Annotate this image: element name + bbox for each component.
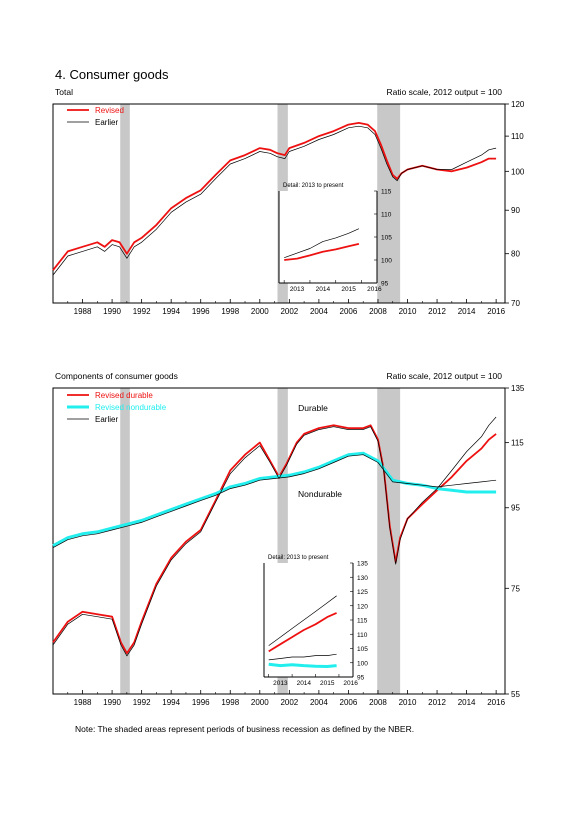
inset-x-tick-label: 2014 (297, 680, 312, 687)
y-tick-label: 115 (511, 439, 524, 448)
inset-series-line-0 (284, 243, 360, 261)
recession-band (377, 388, 401, 694)
inset-title: Detail: 2013 to present (268, 555, 329, 561)
x-tick-label: 1988 (74, 307, 92, 316)
inset-y-tick-label: 105 (357, 646, 368, 653)
x-tick-label: 2008 (369, 698, 387, 707)
inset-series-line-2 (268, 595, 337, 646)
x-tick-label: 2010 (399, 307, 417, 316)
legend-label: Revised (95, 106, 124, 115)
x-tick-label: 1996 (192, 307, 210, 316)
x-tick-label: 2004 (310, 307, 328, 316)
main-series-line-3 (52, 454, 497, 549)
inset-x-tick-label: 2015 (341, 286, 356, 293)
inset-y-tick-label: 125 (357, 589, 368, 596)
y-tick-label: 135 (511, 384, 525, 393)
inset-series-line-1 (268, 662, 337, 668)
x-tick-label: 2000 (251, 698, 269, 707)
x-tick-label: 1994 (162, 307, 180, 316)
y-tick-label: 70 (511, 299, 520, 308)
inset-background (279, 191, 377, 283)
y-tick-label: 75 (511, 584, 520, 593)
inset-y-tick-label: 130 (357, 575, 368, 582)
inset-y-tick-label: 100 (357, 660, 368, 667)
chart-subtitle: Total (55, 87, 73, 97)
x-tick-label: 2004 (310, 698, 328, 707)
inset-series-line-3 (268, 653, 337, 661)
y-tick-label: 100 (511, 167, 525, 176)
plot-frame (52, 103, 506, 304)
series-annotation: Durable (298, 403, 328, 413)
inset-y-tick-label: 135 (357, 561, 368, 568)
main-series-line-0 (52, 424, 497, 655)
x-tick-label: 1998 (221, 307, 239, 316)
x-tick-label: 2016 (487, 698, 505, 707)
x-tick-label: 2014 (458, 698, 476, 707)
x-tick-label: 2000 (251, 307, 269, 316)
x-tick-label: 1998 (221, 698, 239, 707)
inset-y-tick-label: 95 (357, 675, 365, 682)
plot-frame (52, 387, 506, 695)
inset-y-tick-label: 95 (381, 281, 389, 288)
main-series-line-1 (52, 125, 497, 276)
inset-background (264, 563, 353, 677)
x-tick-label: 2006 (340, 698, 358, 707)
x-tick-label: 1992 (133, 698, 151, 707)
legend-label: Earlier (95, 415, 118, 424)
page-title: 4. Consumer goods (55, 67, 169, 82)
inset-y-tick-label: 115 (381, 189, 392, 196)
series-annotation: Nondurable (298, 489, 342, 499)
legend-label: Earlier (95, 118, 118, 127)
y-tick-label: 95 (511, 504, 520, 513)
x-tick-label: 2002 (280, 307, 298, 316)
y-tick-label: 110 (511, 132, 524, 141)
chart-subtitle: Components of consumer goods (55, 371, 178, 381)
x-tick-label: 2002 (280, 698, 298, 707)
inset-y-tick-label: 105 (381, 235, 392, 242)
recession-note: Note: The shaded areas represent periods… (75, 724, 415, 734)
inset-y-tick-label: 120 (357, 603, 368, 610)
x-tick-label: 2014 (458, 307, 476, 316)
x-tick-label: 2006 (340, 307, 358, 316)
scale-note: Ratio scale, 2012 output = 100 (386, 371, 502, 381)
inset-x-tick-label: 2015 (320, 680, 335, 687)
x-tick-label: 1988 (74, 698, 92, 707)
recession-band (277, 388, 288, 694)
x-tick-label: 2008 (369, 307, 387, 316)
inset-y-tick-label: 110 (381, 212, 392, 219)
inset-y-tick-label: 100 (381, 258, 392, 265)
inset-series-line-1 (284, 228, 360, 259)
inset-series-line-0 (268, 612, 337, 653)
x-tick-label: 2016 (487, 307, 505, 316)
inset-y-tick-label: 110 (357, 632, 368, 639)
recession-band (120, 104, 130, 303)
inset-x-tick-label: 2016 (367, 286, 382, 293)
legend-label: Revised nondurable (95, 403, 167, 412)
x-tick-label: 1996 (192, 698, 210, 707)
legend-label: Revised durable (95, 391, 153, 400)
x-tick-label: 2012 (428, 698, 446, 707)
y-tick-label: 120 (511, 100, 525, 109)
x-tick-label: 2010 (399, 698, 417, 707)
inset-title: Detail: 2013 to present (283, 183, 344, 189)
inset-x-tick-label: 2013 (290, 286, 305, 293)
x-tick-label: 1992 (133, 307, 151, 316)
inset-x-tick-label: 2013 (273, 680, 288, 687)
x-tick-label: 1990 (103, 698, 121, 707)
inset-x-tick-label: 2016 (343, 680, 358, 687)
x-tick-label: 1990 (103, 307, 121, 316)
x-tick-label: 2012 (428, 307, 446, 316)
x-tick-label: 1994 (162, 698, 180, 707)
inset-y-tick-label: 115 (357, 618, 368, 625)
y-tick-label: 80 (511, 250, 520, 259)
main-series-line-2 (52, 416, 497, 657)
y-tick-label: 55 (511, 690, 520, 699)
inset-x-tick-label: 2014 (316, 286, 331, 293)
recession-band (120, 388, 130, 694)
scale-note: Ratio scale, 2012 output = 100 (386, 87, 502, 97)
y-tick-label: 90 (511, 206, 520, 215)
